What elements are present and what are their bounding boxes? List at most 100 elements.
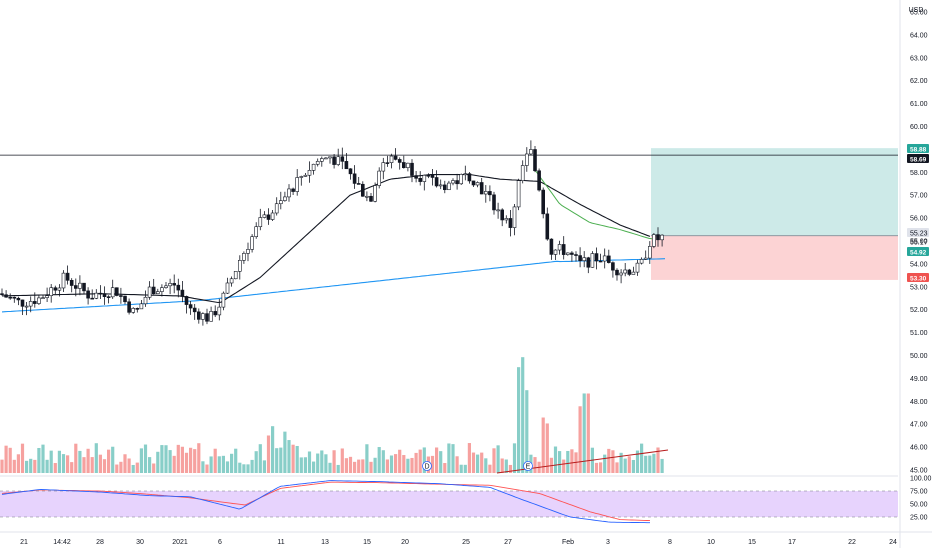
candle-body [447, 182, 451, 191]
candle-body [570, 252, 574, 255]
candle-body [438, 184, 443, 187]
candle-body [221, 292, 226, 308]
volume-bar [90, 457, 94, 473]
volume-bar [455, 456, 459, 473]
candle-body [520, 165, 525, 181]
volume-bar [488, 464, 492, 473]
candle-body [28, 301, 33, 307]
candle-body [524, 153, 529, 166]
volume-bar [422, 447, 426, 473]
candle-body [315, 161, 320, 165]
volume-bar [82, 457, 86, 473]
candle-body [238, 260, 242, 272]
volume-bar [476, 454, 480, 473]
candle-body [303, 174, 308, 177]
candle-body [197, 311, 201, 320]
volume-bar [111, 446, 115, 473]
price-badge-bg [907, 144, 929, 153]
volume-bar [148, 457, 152, 473]
volume-bar [16, 454, 20, 473]
volume-bar [373, 457, 377, 473]
candlesticks[interactable] [0, 140, 664, 326]
price-tick-label: 51.00 [910, 330, 928, 337]
time-tick-label: 10 [707, 539, 715, 546]
candle-body [479, 182, 484, 195]
candle-body [619, 272, 623, 276]
candle-body [90, 297, 94, 300]
candle-body [615, 269, 619, 276]
volume-bar [619, 452, 623, 473]
candle-body [545, 213, 550, 240]
candle-body [627, 269, 632, 275]
time-axis[interactable]: 21 14:42 28 30 2021 6 11 13 15 20 25 27 Feb 3 8 10 15 17 2… [0, 531, 932, 546]
candle-body [652, 234, 656, 247]
sma-slow-line [1, 258, 666, 313]
rsi-tick-label: 100.00 [910, 476, 932, 483]
candle-body [406, 162, 410, 168]
time-tick-label: 13 [321, 539, 329, 546]
time-tick-label: 15 [748, 539, 756, 546]
candle-body [78, 282, 82, 289]
candle-body [344, 161, 349, 170]
time-tick-label: 17 [788, 539, 796, 546]
price-tick-label: 53.00 [910, 284, 928, 291]
time-tick-label: 15 [363, 539, 371, 546]
volume-bar [615, 462, 619, 473]
volume-bar [57, 450, 61, 473]
candle-body [537, 170, 541, 191]
volume-bar [410, 457, 414, 473]
candle-body [139, 303, 144, 310]
volume-bar [139, 448, 143, 473]
volume-bar [512, 443, 517, 473]
volume-bar [389, 455, 394, 473]
candle-body [418, 178, 423, 182]
candle-body [283, 196, 287, 201]
candle-body [299, 176, 304, 178]
candle-body [631, 271, 636, 275]
candle-body [16, 297, 21, 301]
stoch-rsi-pane: 100.00 75.00 50.00 25.00 [0, 475, 932, 524]
candle-body [602, 255, 607, 262]
volume-bar [53, 463, 57, 473]
price-axis[interactable]: 45.00 46.00 47.00 48.00 49.00 50.00 51.00 52.00… [899, 0, 928, 548]
price-tick-label: 57.00 [910, 193, 928, 200]
price-badge-value: 55.17 [910, 239, 928, 246]
candle-body [582, 257, 587, 261]
rsi-k-line [1, 481, 651, 522]
price-tick-label: 45.00 [910, 468, 928, 475]
price-badge-bg [907, 273, 929, 282]
price-tick-label: 46.00 [910, 445, 928, 452]
volume-bar [61, 454, 66, 473]
candle-body [430, 175, 435, 178]
price-tick-label: 62.00 [910, 78, 928, 85]
time-tick-label: 22 [848, 539, 856, 546]
candle-body [467, 173, 472, 182]
candle-body [49, 287, 54, 296]
price-tick-label: 56.00 [910, 216, 928, 223]
volume-bar [635, 450, 640, 473]
candle-body [270, 212, 275, 220]
candle-body [483, 191, 488, 195]
volume-bar [8, 447, 12, 473]
rsi-tick-label: 50.00 [910, 502, 928, 509]
volume-bar [316, 453, 320, 473]
candle-body [229, 278, 234, 284]
candle-body [561, 244, 566, 255]
time-tick-label: 25 [462, 539, 470, 546]
volume-bar [115, 464, 119, 473]
candle-body [106, 296, 111, 298]
candle-body [512, 206, 517, 228]
volume-bar [107, 449, 111, 473]
volume-bar [508, 464, 512, 473]
volume-bar [74, 443, 78, 473]
time-tick-label: 8 [668, 539, 672, 546]
candle-body [516, 180, 521, 208]
volume-bar [504, 459, 508, 473]
price-badge-bg [907, 154, 929, 163]
candle-body [311, 163, 316, 171]
price-tick-label: 47.00 [910, 422, 928, 429]
candle-body [611, 262, 615, 271]
volume-bar [127, 458, 131, 473]
